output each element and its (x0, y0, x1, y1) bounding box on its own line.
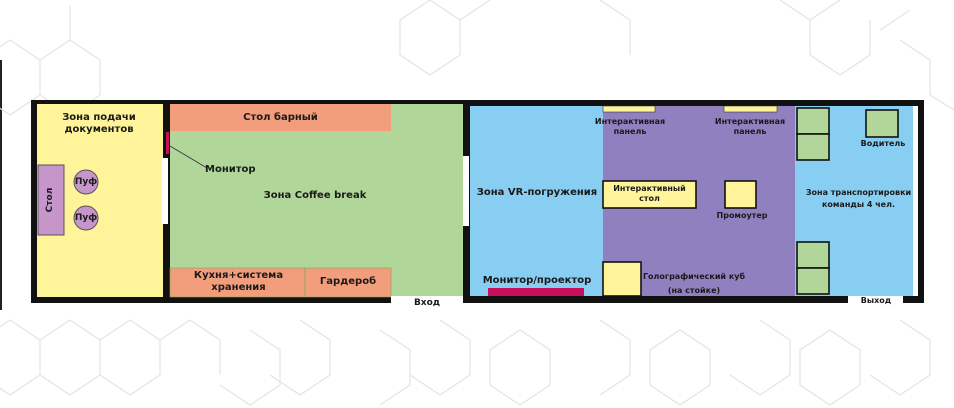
monitor-pointer (169, 145, 208, 169)
seat-2 (796, 133, 830, 161)
holo-cube-shape (602, 261, 642, 297)
vr-zone-area (470, 106, 603, 296)
interactive-panel-1-label: Интерактивная панель (594, 117, 666, 136)
promoter-label: Промоутер (716, 211, 768, 220)
interactive-table-label: Интерактивный стол (613, 184, 686, 203)
holo-cube-label: Голографический куб (на стойке) (642, 272, 746, 295)
monitor-strip (166, 132, 169, 154)
door-1 (162, 158, 168, 224)
seat-3 (796, 241, 830, 269)
desk-label: Стол (45, 187, 55, 213)
entrance-gap (391, 296, 463, 303)
bar-table-label: Стол барный (243, 112, 318, 123)
pouf-1-shape (73, 169, 99, 195)
seat-1 (796, 107, 830, 135)
pouf-2-label: Пуф (74, 213, 98, 223)
kitchen-shape (169, 267, 306, 298)
right-strip (913, 106, 918, 296)
seat-4 (796, 267, 830, 295)
driver-seat (865, 109, 899, 138)
promoter-shape (724, 180, 757, 209)
exit-label: Выход (860, 296, 892, 305)
vr-zone-label: Зона VR-погружения (476, 187, 598, 198)
documents-zone-label: Зона подачи документов (62, 112, 136, 135)
monitor-label: Монитор (205, 164, 256, 175)
bar-table-shape (170, 104, 391, 131)
transport-zone-label: Зона транспортировки команды 4 чел. (805, 188, 912, 209)
driver-label: Водитель (860, 139, 906, 148)
pouf-1-label: Пуф (74, 177, 98, 187)
pouf-2-shape (73, 205, 99, 231)
interactive-panel-1-shape (602, 105, 656, 113)
wardrobe-label: Гардероб (319, 276, 377, 287)
door-2 (463, 156, 469, 226)
entrance-label: Вход (413, 298, 441, 308)
monitor-projector-shape (488, 288, 584, 296)
coffee-break-area (170, 104, 463, 297)
left-edge-mark (0, 60, 2, 310)
interactive-panel-2-label: Интерактивная панель (714, 117, 786, 136)
interactive-panel-2-shape (723, 105, 778, 113)
interactive-table-shape (602, 180, 697, 209)
monitor-projector-label: Монитор/проектор (482, 275, 592, 286)
desk-shape (37, 164, 65, 236)
exit-gap (848, 296, 903, 303)
wardrobe-shape (304, 267, 392, 298)
kitchen-label: Кухня+система хранения (193, 270, 284, 293)
coffee-break-label: Зона Coffee break (263, 190, 367, 201)
